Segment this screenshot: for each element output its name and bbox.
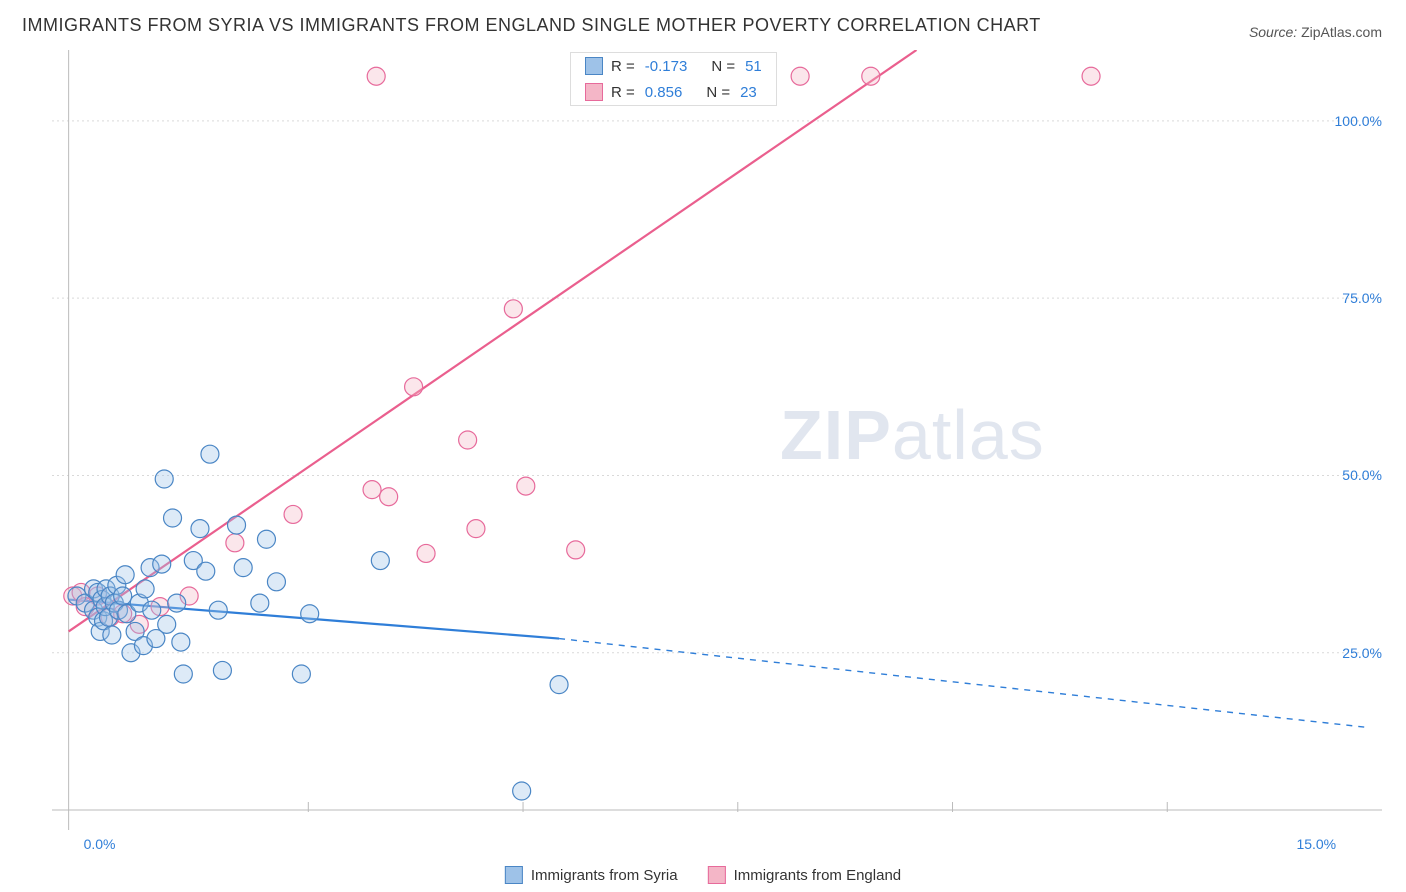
source-label: Source: [1249, 24, 1297, 40]
legend-series-label: Immigrants from England [734, 867, 902, 884]
x-tick-label: 15.0% [1296, 836, 1336, 852]
source-attribution: Source: ZipAtlas.com [1249, 24, 1382, 40]
legend-n-label: N = [711, 58, 735, 75]
legend-swatch [708, 866, 726, 884]
legend-r-value: 0.856 [645, 84, 683, 101]
chart-svg [52, 50, 1382, 830]
legend-swatch [585, 83, 603, 101]
legend-correlation-row: R = 0.856 N = 23 [571, 79, 776, 105]
y-tick-label: 50.0% [1342, 467, 1382, 483]
legend-series-item: Immigrants from England [708, 866, 902, 884]
source-name: ZipAtlas.com [1301, 24, 1382, 40]
series-legend: Immigrants from Syria Immigrants from Eng… [505, 866, 901, 884]
x-tick-label: 0.0% [84, 836, 116, 852]
legend-n-label: N = [706, 84, 730, 101]
legend-correlation-row: R = -0.173 N = 51 [571, 53, 776, 79]
legend-n-value: 51 [745, 58, 762, 75]
legend-swatch [505, 866, 523, 884]
correlation-legend: R = -0.173 N = 51 R = 0.856 N = 23 [570, 52, 777, 106]
y-tick-label: 75.0% [1342, 290, 1382, 306]
legend-n-value: 23 [740, 84, 757, 101]
y-tick-label: 25.0% [1342, 645, 1382, 661]
legend-series-item: Immigrants from Syria [505, 866, 678, 884]
legend-r-value: -0.173 [645, 58, 688, 75]
legend-r-label: R = [611, 84, 635, 101]
legend-swatch [585, 57, 603, 75]
plot-area [52, 50, 1382, 830]
chart-title: IMMIGRANTS FROM SYRIA VS IMMIGRANTS FROM… [22, 15, 1041, 36]
legend-series-label: Immigrants from Syria [531, 867, 678, 884]
y-tick-label: 100.0% [1335, 113, 1382, 129]
legend-r-label: R = [611, 58, 635, 75]
